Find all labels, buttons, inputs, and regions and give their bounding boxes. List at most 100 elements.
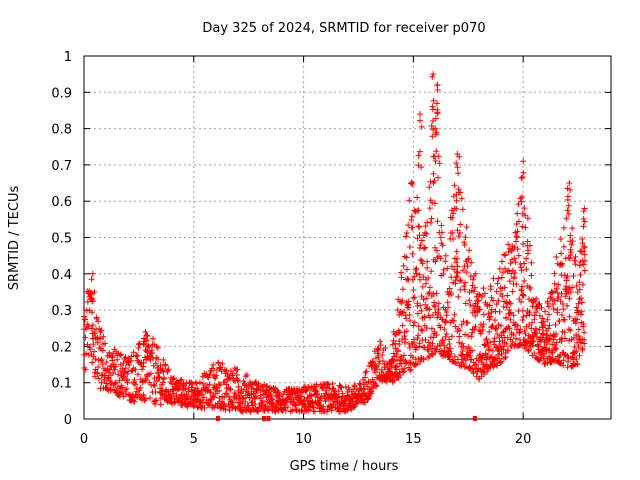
data-point xyxy=(123,390,130,397)
data-point xyxy=(418,258,425,265)
data-point xyxy=(423,324,430,331)
data-point xyxy=(512,259,519,266)
data-point xyxy=(488,306,495,313)
data-point xyxy=(513,233,520,240)
data-point xyxy=(460,318,467,325)
data-point xyxy=(518,286,525,293)
data-point xyxy=(434,82,441,89)
data-point xyxy=(581,329,588,336)
data-point xyxy=(312,387,319,394)
data-point xyxy=(196,398,203,405)
data-point xyxy=(430,179,437,186)
data-point xyxy=(580,223,587,230)
data-point xyxy=(458,195,465,202)
data-point xyxy=(424,258,431,265)
data-point xyxy=(540,331,547,338)
data-point xyxy=(553,331,560,338)
data-point xyxy=(453,197,460,204)
data-point xyxy=(449,357,456,364)
data-point xyxy=(395,348,402,355)
data-point xyxy=(567,187,574,194)
data-point xyxy=(88,309,95,316)
data-point xyxy=(196,379,203,386)
data-point xyxy=(407,317,414,324)
data-point xyxy=(539,323,546,330)
data-point xyxy=(520,292,527,299)
x-tick-label: 15 xyxy=(405,432,422,447)
data-point xyxy=(519,193,526,200)
data-point xyxy=(386,376,393,383)
data-point xyxy=(401,333,408,340)
data-point xyxy=(152,360,159,367)
data-point xyxy=(152,389,159,396)
data-point xyxy=(566,295,573,302)
data-point xyxy=(431,200,438,207)
data-point xyxy=(418,307,425,314)
data-point xyxy=(576,335,583,342)
data-point xyxy=(442,258,449,265)
data-point xyxy=(558,250,565,257)
data-point xyxy=(217,382,224,389)
data-point xyxy=(497,360,504,367)
data-point xyxy=(153,378,160,385)
data-point xyxy=(531,312,538,319)
data-point xyxy=(576,279,583,286)
data-point xyxy=(524,215,531,222)
data-point xyxy=(215,360,222,367)
data-point xyxy=(396,338,403,345)
data-point xyxy=(465,344,472,351)
data-point xyxy=(403,254,410,261)
data-point xyxy=(545,311,552,318)
data-point xyxy=(415,223,422,230)
data-point xyxy=(460,267,467,274)
data-point xyxy=(569,284,576,291)
data-point xyxy=(558,311,565,318)
data-point xyxy=(504,292,511,299)
data-point xyxy=(552,321,559,328)
data-point xyxy=(535,343,542,350)
data-point xyxy=(405,298,412,305)
data-point xyxy=(453,160,460,167)
data-point xyxy=(550,305,557,312)
data-point xyxy=(447,345,454,352)
data-point xyxy=(103,380,110,387)
data-point xyxy=(500,346,507,353)
data-point xyxy=(92,355,99,362)
data-point xyxy=(134,352,141,359)
data-point xyxy=(510,331,517,338)
data-point xyxy=(572,253,579,260)
data-point xyxy=(89,359,96,366)
data-point xyxy=(322,390,329,397)
data-point xyxy=(216,387,223,394)
data-point xyxy=(524,238,531,245)
data-point xyxy=(207,389,214,396)
data-point xyxy=(487,286,494,293)
data-point xyxy=(506,325,513,332)
data-point xyxy=(114,356,121,363)
data-point xyxy=(409,276,416,283)
data-point xyxy=(272,403,279,410)
data-point xyxy=(362,379,369,386)
data-point xyxy=(122,365,129,372)
data-point xyxy=(282,407,289,414)
data-point xyxy=(539,315,546,322)
data-point xyxy=(419,283,426,290)
data-point xyxy=(492,317,499,324)
data-point xyxy=(564,193,571,200)
data-point xyxy=(466,297,473,304)
data-point xyxy=(417,302,424,309)
data-point xyxy=(393,356,400,363)
data-point xyxy=(398,274,405,281)
data-point xyxy=(461,286,468,293)
data-point xyxy=(372,355,379,362)
data-point xyxy=(565,326,572,333)
data-point xyxy=(493,301,500,308)
data-point xyxy=(242,398,249,405)
x-tick-label: 10 xyxy=(295,432,312,447)
data-point xyxy=(142,328,149,335)
data-point xyxy=(440,266,447,273)
data-point xyxy=(425,275,432,282)
data-point xyxy=(292,406,299,413)
data-point xyxy=(426,205,433,212)
data-point xyxy=(430,291,437,298)
